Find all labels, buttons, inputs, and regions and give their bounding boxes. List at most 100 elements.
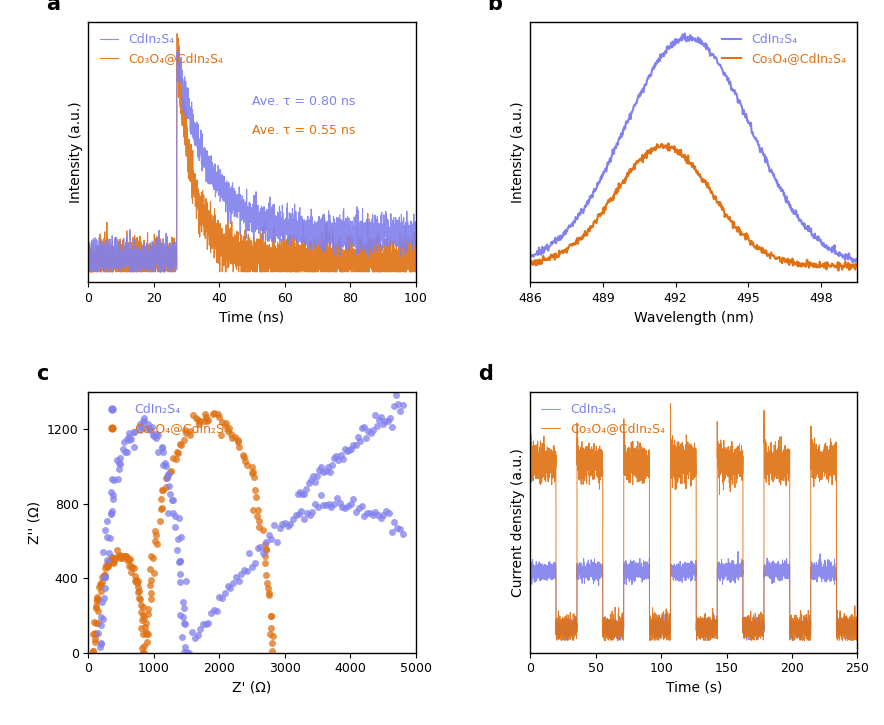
Point (150, 538, 164, 550)
Point (148, 535, 162, 547)
Point (372, 414, 386, 426)
Point (377, 510, 391, 521)
Point (117, 550, 131, 562)
Point (259, 544, 273, 556)
Point (327, 452, 341, 463)
Y-axis label: Intensity (a.u.): Intensity (a.u.) (511, 102, 525, 203)
Point (266, 631, 280, 642)
Point (108, 552, 122, 563)
Point (374, 411, 388, 423)
Point (335, 502, 349, 513)
Point (178, 618, 192, 629)
Point (214, 429, 228, 441)
Point (378, 415, 392, 427)
Point (303, 473, 317, 485)
Point (100, 562, 114, 573)
Point (102, 547, 116, 559)
Point (344, 498, 358, 510)
Point (246, 467, 260, 479)
Point (145, 420, 159, 432)
Point (284, 518, 298, 530)
Point (86, 629, 100, 640)
X-axis label: Wavelength (nm): Wavelength (nm) (634, 311, 754, 325)
Point (347, 439, 361, 451)
Point (245, 467, 259, 479)
Point (90, 593, 104, 605)
Point (88, 628, 102, 639)
Point (325, 459, 339, 471)
Point (144, 593, 158, 605)
Legend: CdIn₂S₄, Co₃O₄@CdIn₂S₄: CdIn₂S₄, Co₃O₄@CdIn₂S₄ (718, 28, 851, 70)
Point (237, 452, 251, 463)
Point (177, 434, 191, 445)
X-axis label: Time (s): Time (s) (666, 681, 722, 695)
Point (224, 428, 238, 440)
Point (201, 414, 215, 426)
Point (368, 506, 382, 518)
Point (390, 522, 404, 534)
Y-axis label: Z'' (Ω): Z'' (Ω) (27, 501, 42, 544)
Point (110, 550, 125, 562)
Point (94, 611, 108, 623)
Point (258, 550, 272, 562)
Point (392, 398, 406, 410)
Point (141, 628, 155, 639)
Point (156, 446, 170, 457)
Point (257, 557, 271, 568)
Point (168, 510, 182, 522)
Point (97, 592, 111, 603)
Point (301, 478, 316, 489)
Point (218, 420, 232, 432)
Point (136, 629, 150, 640)
Point (215, 417, 229, 428)
Point (294, 505, 309, 516)
Point (197, 415, 211, 427)
Point (218, 418, 232, 429)
Point (116, 444, 130, 455)
Point (265, 637, 279, 649)
Point (383, 412, 397, 423)
Point (137, 413, 151, 424)
Point (262, 589, 276, 601)
Point (187, 632, 202, 644)
Point (357, 510, 371, 522)
Point (160, 471, 174, 483)
Point (318, 465, 332, 476)
Point (103, 507, 118, 519)
Point (113, 458, 127, 470)
X-axis label: Time (ns): Time (ns) (219, 311, 285, 325)
Point (101, 560, 115, 571)
Legend: CdIn₂S₄, Co₃O₄@CdIn₂S₄: CdIn₂S₄, Co₃O₄@CdIn₂S₄ (95, 398, 234, 440)
Point (149, 526, 163, 537)
Point (344, 443, 358, 455)
Point (173, 609, 187, 621)
Point (311, 502, 325, 513)
Point (240, 566, 254, 577)
Point (201, 415, 215, 427)
Point (362, 426, 376, 437)
Point (353, 436, 367, 447)
Point (224, 582, 238, 594)
Point (113, 552, 127, 564)
Point (281, 520, 295, 531)
Point (254, 542, 268, 553)
Point (119, 554, 133, 566)
Point (105, 473, 119, 485)
Point (105, 551, 119, 563)
Point (135, 601, 149, 613)
Text: Ave. τ = 0.80 ns: Ave. τ = 0.80 ns (252, 95, 355, 108)
Point (110, 455, 124, 466)
Point (127, 426, 141, 438)
Point (93, 642, 107, 653)
Point (172, 555, 187, 567)
Point (98, 571, 112, 583)
Point (192, 418, 206, 430)
Point (354, 423, 369, 434)
Point (144, 587, 158, 598)
Point (176, 611, 190, 623)
Point (100, 531, 114, 543)
Point (97, 571, 111, 583)
Point (297, 513, 311, 524)
Point (88, 600, 103, 611)
Point (130, 577, 144, 589)
